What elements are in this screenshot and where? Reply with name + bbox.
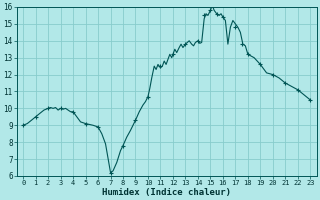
X-axis label: Humidex (Indice chaleur): Humidex (Indice chaleur): [102, 188, 231, 197]
